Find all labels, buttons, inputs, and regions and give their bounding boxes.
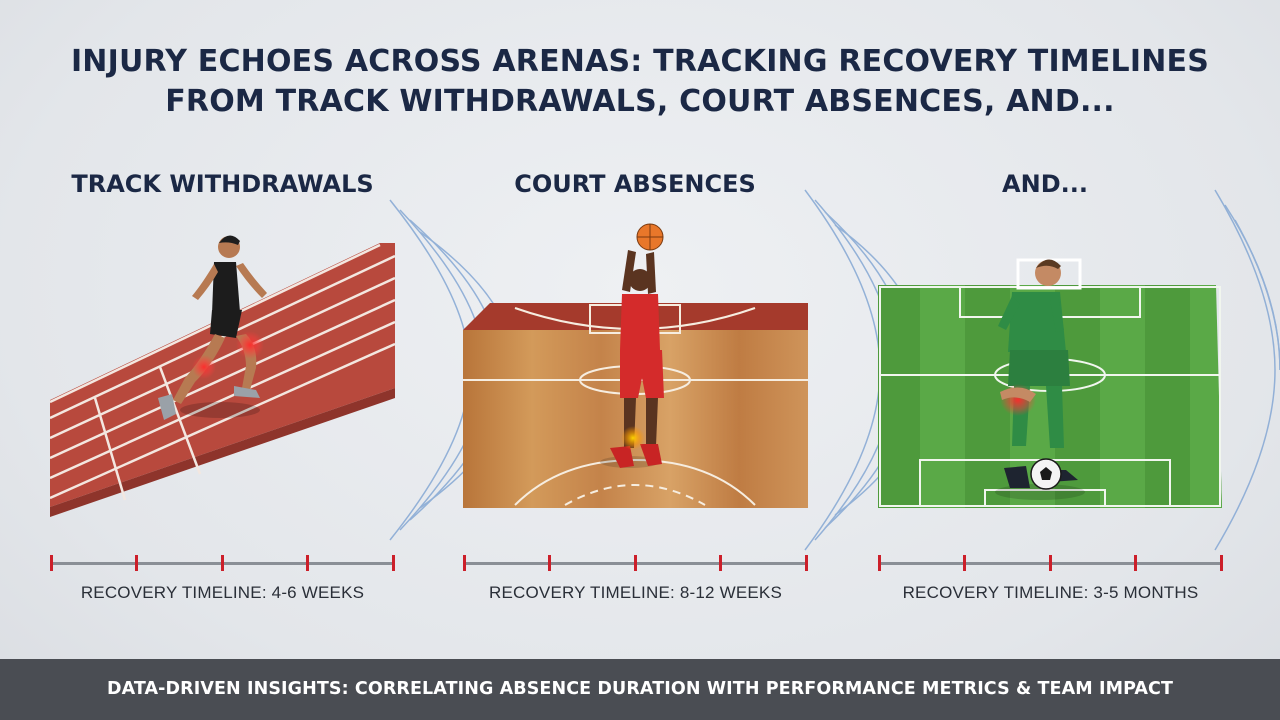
track-recovery-timeline: [50, 555, 395, 571]
court-panel-heading: COURT ABSENCES: [514, 170, 756, 198]
page-title-line2: FROM TRACK WITHDRAWALS, COURT ABSENCES, …: [165, 84, 1115, 119]
page-title: INJURY ECHOES ACROSS ARENAS: TRACKING RE…: [0, 42, 1280, 122]
soccer-player-figure: [995, 259, 1085, 500]
injury-glow-icon: [236, 331, 264, 359]
pitch-panel-heading: AND...: [1002, 170, 1088, 198]
pitch-timeline-label: RECOVERY TIMELINE: 3-5 MONTHS: [902, 583, 1199, 602]
footer-banner: DATA-DRIVEN INSIGHTS: CORRELATING ABSENC…: [0, 659, 1280, 720]
injury-glow-icon: [192, 355, 216, 379]
runner-figure: [158, 235, 267, 420]
footer-text: DATA-DRIVEN INSIGHTS: CORRELATING ABSENC…: [106, 679, 1174, 699]
page-title-line1: INJURY ECHOES ACROSS ARENAS: TRACKING RE…: [70, 44, 1210, 79]
track-timeline-label: RECOVERY TIMELINE: 4-6 WEEKS: [80, 583, 365, 602]
injury-glow-icon: [621, 426, 645, 450]
illustration-scene: [49, 189, 1280, 551]
basketball-player-figure: [600, 223, 664, 468]
court-timeline-label: RECOVERY TIMELINE: 8-12 WEEKS: [488, 583, 782, 602]
pitch-recovery-timeline: [878, 555, 1223, 571]
court-recovery-timeline: [463, 555, 808, 571]
track-panel-heading: TRACK WITHDRAWALS: [71, 170, 374, 198]
